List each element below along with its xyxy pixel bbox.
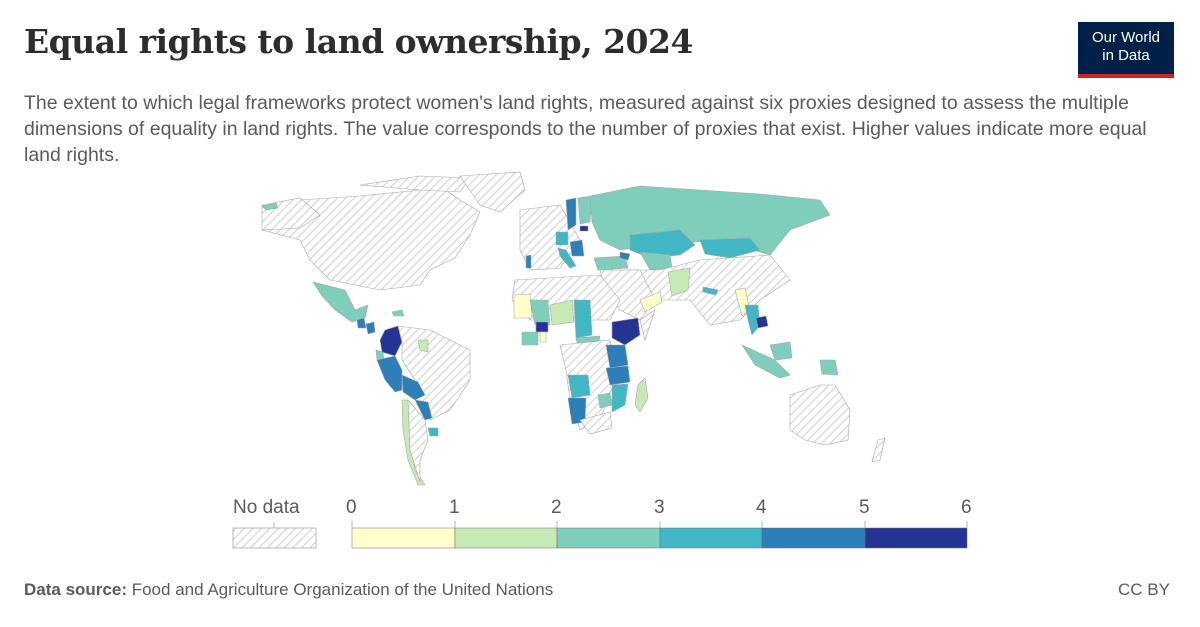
region-canada-arctic [359, 175, 471, 193]
region-yemen [639, 291, 663, 313]
region-pakistan [667, 267, 691, 297]
logo-line-2: in Data [1102, 47, 1150, 64]
region-ethiopia [611, 317, 641, 346]
region-nicaragua [365, 321, 376, 335]
region-bolivia [401, 374, 426, 401]
region-thailand [744, 304, 761, 336]
region-colombia [379, 325, 403, 357]
legend-tick-1: 1 [449, 497, 460, 518]
region-zimbabwe [597, 392, 613, 409]
legend-tick-3: 3 [654, 497, 665, 518]
region-mali [529, 299, 551, 326]
region-finland [577, 195, 593, 225]
region-burkina-faso [535, 321, 549, 333]
region-mozambique [611, 383, 629, 413]
region-kenya [605, 344, 629, 369]
region-balkans [569, 239, 585, 257]
region-ghana [539, 331, 547, 343]
legend-bin-3-4 [659, 527, 763, 549]
region-borneo [769, 341, 793, 361]
region-cambodia [755, 315, 769, 329]
region-uruguay [427, 427, 439, 437]
region-greenland [459, 171, 526, 213]
region-somalia [639, 309, 656, 342]
legend-no-data-label: No data [233, 497, 300, 518]
legend-tick-5: 5 [859, 497, 870, 518]
region-lithuania [579, 225, 589, 232]
data-source-label: Data source: [24, 580, 127, 599]
region-guyana [417, 339, 429, 353]
region-alaska-west [261, 202, 279, 211]
region-chad [573, 299, 593, 339]
chart-subtitle: The extent to which legal frameworks pro… [24, 92, 1147, 166]
region-paraguay [414, 399, 433, 421]
region-argentina [407, 399, 429, 483]
region-niger [549, 299, 575, 326]
region-ivory-coast [521, 331, 539, 346]
legend-bin-1-2 [454, 527, 558, 549]
region-caribbean [391, 309, 405, 317]
region-papua [819, 359, 839, 376]
region-kazakhstan [629, 229, 696, 259]
data-source: Data source: Food and Agriculture Organi… [24, 580, 553, 600]
logo-line-1: Our World [1091, 29, 1161, 46]
region-mexico [312, 281, 369, 323]
region-mauritania [513, 293, 533, 319]
region-turkey [593, 255, 629, 271]
legend-tick-2: 2 [551, 497, 562, 518]
license-link[interactable]: CC BY [1118, 580, 1170, 599]
legend-tick-0: 0 [346, 497, 357, 518]
region-guatemala [356, 317, 367, 329]
legend-bin-0-1 [351, 527, 456, 549]
region-mongolia [699, 237, 761, 259]
region-central-asia [639, 251, 673, 271]
region-australia [789, 384, 851, 446]
legend-tick-4: 4 [756, 497, 767, 518]
region-south-africa [579, 411, 613, 435]
legend-color-scale [351, 527, 968, 549]
legend-tick-6: 6 [961, 497, 972, 518]
region-new-zealand [871, 437, 886, 463]
region-tanzania [605, 365, 631, 386]
region-indonesia [741, 344, 791, 379]
legend-bin-5-6 [864, 527, 968, 549]
legend-bin-4-5 [761, 527, 866, 549]
region-italy [557, 247, 577, 269]
region-peru [376, 355, 403, 393]
region-angola [567, 374, 591, 399]
owid-logo[interactable]: Our World in Data [1078, 22, 1174, 78]
chart-title: Equal rights to land ownership, 2024 [24, 22, 693, 61]
region-germany [555, 231, 569, 246]
legend-no-data-swatch [232, 527, 317, 549]
region-portugal [525, 254, 532, 269]
region-nepal [702, 286, 719, 296]
region-sweden [565, 197, 577, 231]
legend-bin-2-3 [556, 527, 661, 549]
region-georgia [619, 251, 631, 261]
region-madagascar [634, 377, 649, 413]
data-source-link[interactable]: Food and Agriculture Organization of the… [131, 580, 554, 599]
